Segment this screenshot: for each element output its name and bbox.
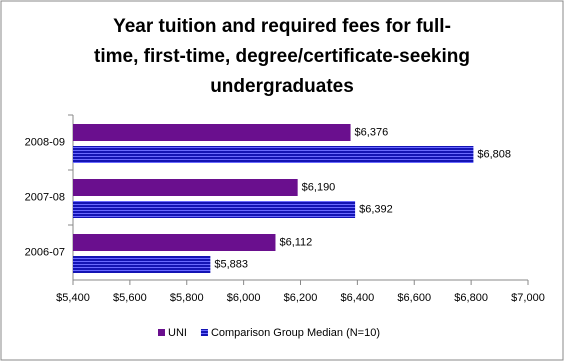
x-tick-label: $5,600 [113, 292, 147, 304]
bar [73, 124, 351, 141]
bar [73, 234, 276, 251]
y-tick-label: 2007-08 [25, 191, 65, 203]
x-tick-label: $5,400 [56, 292, 90, 304]
chart-title: time, first-time, degree/certificate-see… [94, 46, 470, 67]
y-tick-label: 2008-09 [25, 136, 65, 148]
legend-label: UNI [168, 327, 187, 339]
x-tick-label: $5,800 [170, 292, 204, 304]
legend-swatch [200, 329, 208, 336]
chart-title: Year tuition and required fees for full- [113, 16, 451, 37]
bar [73, 256, 211, 273]
y-tick-label: 2006-07 [25, 246, 65, 258]
legend-label: Comparison Group Median (N=10) [211, 327, 380, 339]
x-tick-label: $6,600 [397, 292, 431, 304]
legend-swatch [158, 329, 165, 336]
bar [73, 146, 474, 163]
x-tick-label: $6,000 [227, 292, 261, 304]
value-label: $6,376 [355, 126, 389, 138]
value-label: $5,883 [214, 258, 248, 270]
x-tick-label: $6,400 [341, 292, 375, 304]
chart-title: undergraduates [210, 76, 354, 97]
value-label: $6,808 [477, 148, 511, 160]
value-label: $6,392 [359, 203, 393, 215]
x-tick-label: $6,200 [284, 292, 318, 304]
bar [73, 179, 298, 196]
x-tick-label: $6,800 [454, 292, 488, 304]
bar [73, 201, 356, 218]
value-label: $6,112 [279, 236, 312, 248]
value-label: $6,190 [302, 181, 336, 193]
x-tick-label: $7,000 [511, 292, 545, 304]
